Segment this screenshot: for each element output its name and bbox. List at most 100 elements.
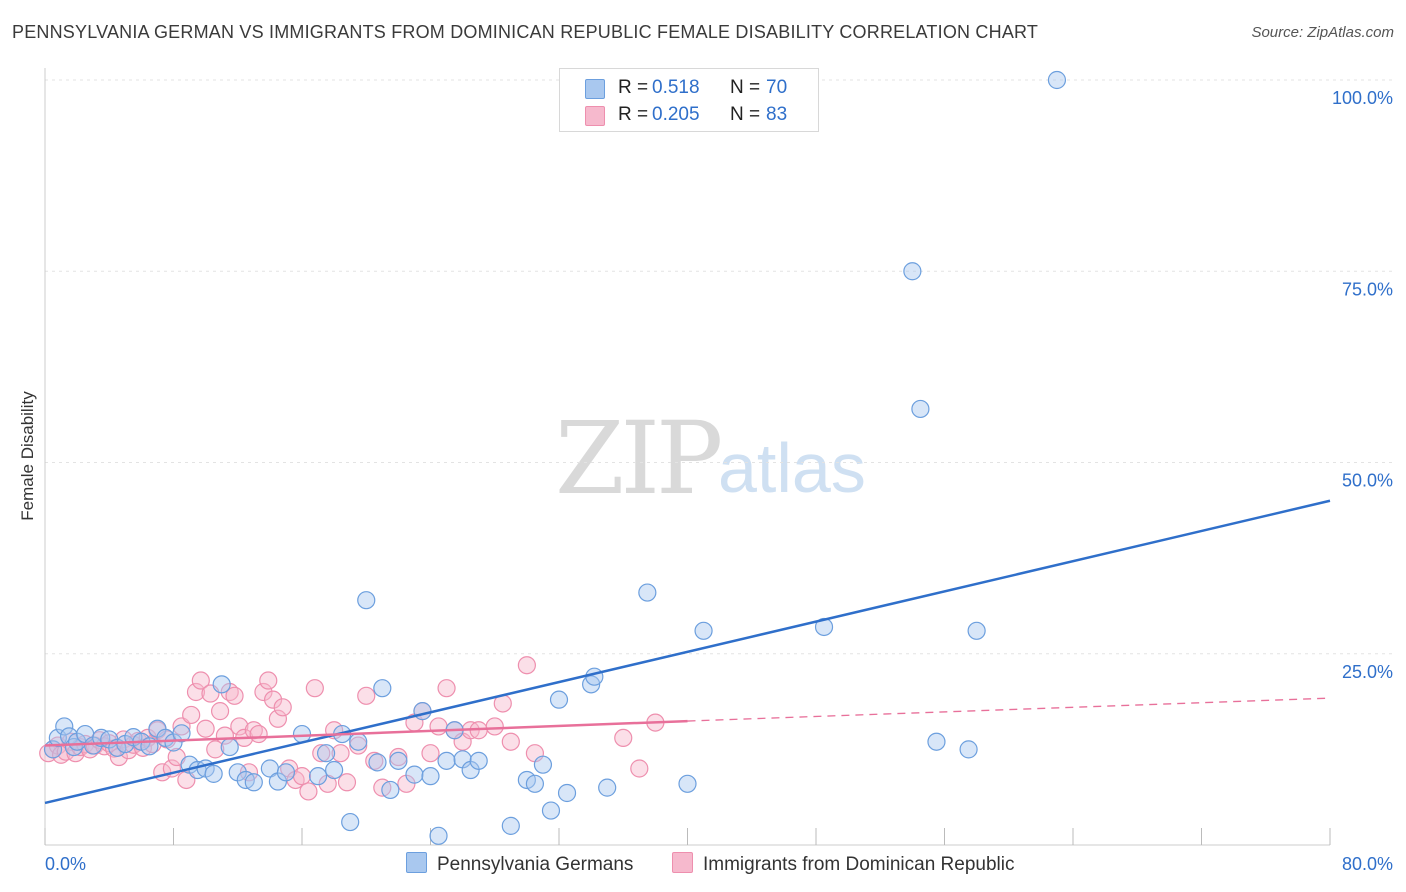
point-pennsylvania-39 [368, 753, 387, 772]
point-dominican-35 [206, 740, 225, 759]
point-pennsylvania-47 [437, 751, 456, 770]
y-axis-label: Female Disability [18, 391, 37, 521]
point-dominican-52 [292, 767, 312, 786]
point-dominican-40 [230, 717, 249, 736]
point-dominican-36 [210, 702, 230, 721]
point-pennsylvania-51 [469, 751, 488, 770]
legend-item-dominican: Immigrants from Dominican Republic [672, 852, 1015, 876]
point-dominican-32 [191, 671, 210, 690]
point-pennsylvania-27 [244, 773, 263, 792]
watermark-zip: ZIP [555, 400, 723, 517]
point-dominican-59 [337, 773, 357, 792]
point-pennsylvania-18 [172, 724, 191, 743]
point-pennsylvania-40 [373, 679, 392, 698]
point-pennsylvania-57 [549, 690, 569, 709]
legend-r-label: R = [618, 77, 649, 98]
chart-title: PENNSYLVANIA GERMAN VS IMMIGRANTS FROM D… [12, 22, 1039, 42]
point-pennsylvania-58 [557, 783, 577, 803]
point-dominican-69 [429, 717, 448, 736]
legend-r-value: 0.205 [652, 104, 700, 125]
point-pennsylvania-2 [55, 717, 74, 736]
point-dominican-68 [421, 744, 440, 763]
point-pennsylvania-34 [325, 760, 344, 780]
point-pennsylvania-65 [903, 262, 922, 281]
point-dominican-49 [273, 698, 292, 717]
point-pennsylvania-56 [541, 801, 561, 820]
y-tick-label-2: 75.0% [1342, 279, 1393, 299]
point-dominican-70 [437, 679, 456, 698]
watermark-atlas: atlas [718, 429, 866, 507]
point-dominican-47 [263, 690, 283, 709]
x-tick-label-min: 0.0% [45, 854, 86, 874]
legend-item-pennsylvania: Pennsylvania Germans [406, 852, 633, 876]
point-pennsylvania-22 [204, 764, 223, 783]
point-dominican-60 [349, 736, 368, 755]
source-label: Source: ZipAtlas.com [1251, 24, 1394, 41]
point-pennsylvania-70 [1047, 70, 1067, 90]
point-pennsylvania-66 [911, 399, 930, 419]
x-tick-label-max: 80.0% [1342, 854, 1393, 874]
point-dominican-30 [182, 705, 201, 725]
point-pennsylvania-55 [533, 755, 553, 774]
trend-line-dominican-solid [44, 719, 688, 747]
tick-labels: 25.0% 50.0% 75.0% 100.0% 0.0% 80.0% [45, 88, 1393, 874]
legend-swatch-pink [585, 106, 605, 126]
point-pennsylvania-45 [421, 767, 440, 786]
y-tick-label-3: 100.0% [1332, 88, 1393, 108]
correlation-legend: R = 0.518 N = 70 R = 0.205 N = 83 [559, 68, 819, 132]
point-pennsylvania-52 [501, 816, 520, 835]
legend-n-label: N = [730, 104, 761, 125]
point-pennsylvania-43 [405, 765, 424, 784]
legend-swatch-blue [585, 79, 605, 99]
legend-swatch-pink [672, 852, 693, 873]
point-pennsylvania-41 [381, 780, 400, 800]
point-dominican-31 [186, 682, 206, 702]
point-pennsylvania-38 [357, 591, 376, 610]
point-pennsylvania-44 [413, 702, 432, 721]
point-pennsylvania-54 [525, 774, 545, 793]
legend-swatch-blue [406, 852, 427, 873]
trend-line-dominican-dashed [687, 697, 1331, 722]
point-pennsylvania-60 [585, 667, 604, 686]
series-pennsylvania-points [43, 70, 1067, 845]
point-pennsylvania-68 [967, 621, 986, 640]
point-dominican-81 [630, 759, 649, 778]
point-pennsylvania-71 [678, 774, 697, 793]
point-dominican-46 [259, 671, 278, 690]
point-dominican-64 [389, 747, 408, 767]
point-pennsylvania-37 [349, 732, 368, 751]
legend-r-value: 0.518 [652, 77, 700, 98]
point-pennsylvania-24 [220, 737, 239, 757]
point-pennsylvania-32 [308, 767, 328, 786]
point-pennsylvania-36 [341, 812, 360, 832]
point-pennsylvania-61 [598, 778, 617, 797]
point-dominican-78 [517, 656, 536, 675]
point-dominican-33 [196, 719, 215, 738]
point-dominican-77 [501, 732, 520, 751]
point-dominican-45 [254, 682, 273, 702]
trend-lines [44, 499, 1331, 805]
point-pennsylvania-23 [212, 675, 231, 694]
point-dominican-48 [268, 709, 288, 728]
point-pennsylvania-62 [638, 583, 657, 602]
point-dominican-54 [305, 679, 324, 698]
legend-r-label: R = [618, 104, 649, 125]
point-dominican-61 [357, 686, 376, 705]
y-tick-label-0: 25.0% [1342, 662, 1393, 682]
y-tick-label-1: 50.0% [1342, 471, 1393, 491]
legend-n-value: 70 [766, 77, 788, 98]
point-pennsylvania-42 [389, 751, 408, 770]
grid-lines [45, 79, 1395, 655]
legend-n-value: 83 [766, 104, 788, 125]
point-dominican-75 [485, 717, 504, 736]
legend-n-label: N = [730, 77, 761, 98]
trend-line-pennsylvania [44, 499, 1331, 805]
point-pennsylvania-69 [959, 740, 978, 759]
point-pennsylvania-46 [429, 826, 448, 845]
point-pennsylvania-67 [927, 732, 946, 751]
legend-label-dominican: Immigrants from Dominican Republic [703, 854, 1015, 875]
point-dominican-58 [331, 744, 350, 763]
point-pennsylvania-63 [694, 621, 713, 640]
point-dominican-53 [299, 782, 318, 801]
